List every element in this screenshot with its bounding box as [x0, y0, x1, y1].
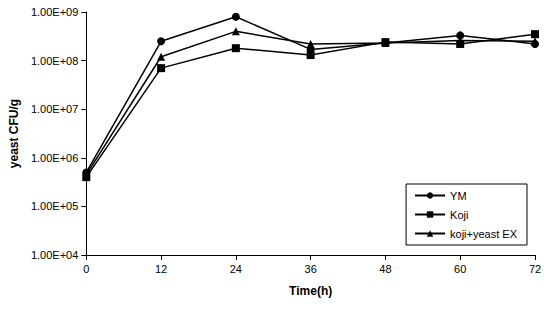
svg-text:koji+yeast EX: koji+yeast EX — [450, 228, 518, 240]
svg-text:Koji: Koji — [450, 209, 468, 221]
svg-text:0: 0 — [83, 263, 89, 275]
svg-text:72: 72 — [529, 263, 541, 275]
svg-text:Time(h): Time(h) — [289, 284, 332, 298]
svg-text:48: 48 — [379, 263, 391, 275]
svg-text:1.00E+06: 1.00E+06 — [31, 152, 78, 164]
svg-text:12: 12 — [155, 263, 167, 275]
svg-text:1.00E+07: 1.00E+07 — [31, 103, 78, 115]
svg-text:60: 60 — [454, 263, 466, 275]
svg-text:1.00E+09: 1.00E+09 — [31, 6, 78, 18]
svg-text:yeast CFU/g: yeast CFU/g — [7, 99, 21, 168]
svg-text:24: 24 — [230, 263, 242, 275]
svg-text:1.00E+08: 1.00E+08 — [31, 55, 78, 67]
svg-text:1.00E+04: 1.00E+04 — [31, 249, 78, 261]
svg-text:YM: YM — [450, 190, 467, 202]
svg-text:1.00E+05: 1.00E+05 — [31, 200, 78, 212]
svg-text:36: 36 — [305, 263, 317, 275]
